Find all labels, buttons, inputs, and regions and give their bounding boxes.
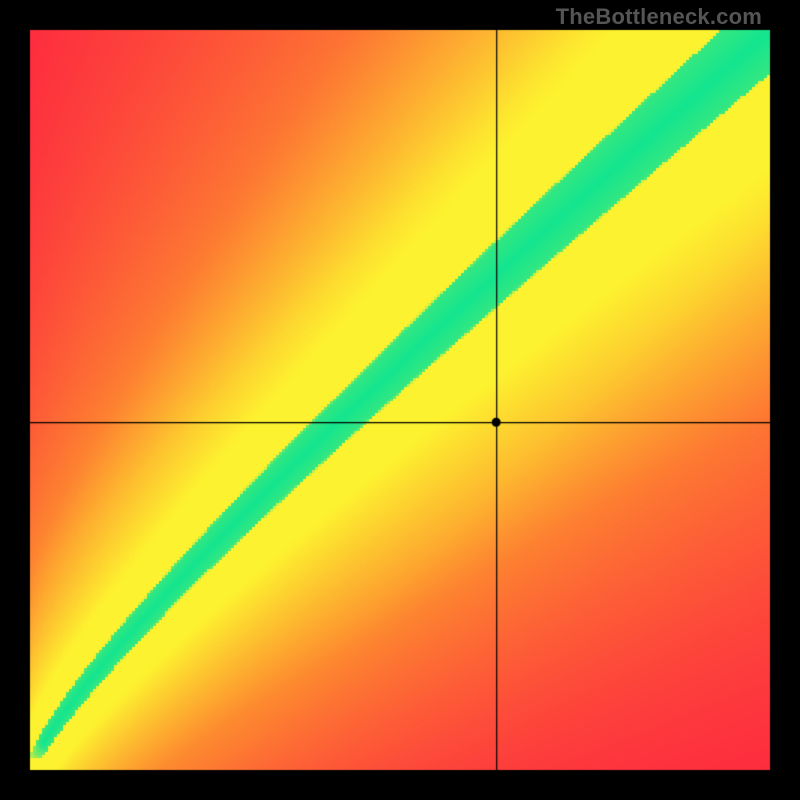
chart-container: TheBottleneck.com	[0, 0, 800, 800]
watermark-text: TheBottleneck.com	[556, 4, 762, 30]
bottleneck-heatmap	[0, 0, 800, 800]
